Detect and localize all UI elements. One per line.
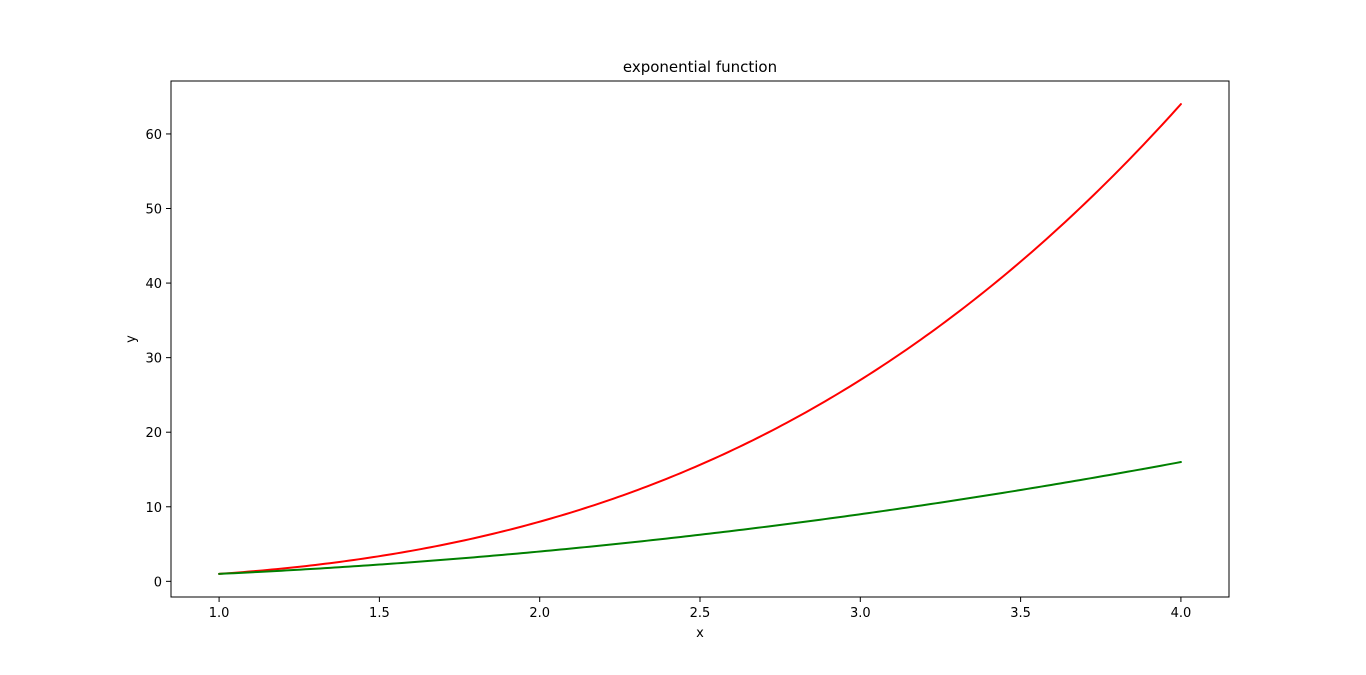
x-tick-label: 2.5 [690, 606, 711, 621]
x-axis-ticks: 1.0 1.5 2.0 2.5 3.0 3.5 4.0 [209, 597, 1192, 621]
y-tick-label: 60 [145, 128, 162, 143]
series-line-1 [218, 103, 1182, 575]
plot-frame [170, 80, 1230, 598]
y-tick-label: 30 [145, 352, 162, 367]
y-tick-label: 50 [145, 203, 162, 218]
y-tick-label: 10 [145, 501, 162, 516]
chart-title: exponential function [623, 58, 777, 76]
x-tick-label: 1.5 [369, 606, 390, 621]
x-tick-label: 1.0 [209, 606, 230, 621]
y-axis-ticks: 0 10 20 30 40 50 60 [145, 128, 171, 590]
y-axis-label: y [124, 335, 139, 343]
series-line-2 [218, 461, 1182, 575]
x-axis-label: x [696, 626, 704, 641]
plot-area [171, 81, 1229, 597]
x-tick-label: 4.0 [1171, 606, 1192, 621]
x-tick-label: 2.0 [529, 606, 550, 621]
x-tick-label: 3.0 [850, 606, 871, 621]
x-tick-label: 3.5 [1010, 606, 1031, 621]
y-tick-label: 40 [145, 277, 162, 292]
y-tick-label: 0 [154, 575, 162, 590]
y-tick-label: 20 [145, 426, 162, 441]
series-layer [218, 103, 1182, 575]
